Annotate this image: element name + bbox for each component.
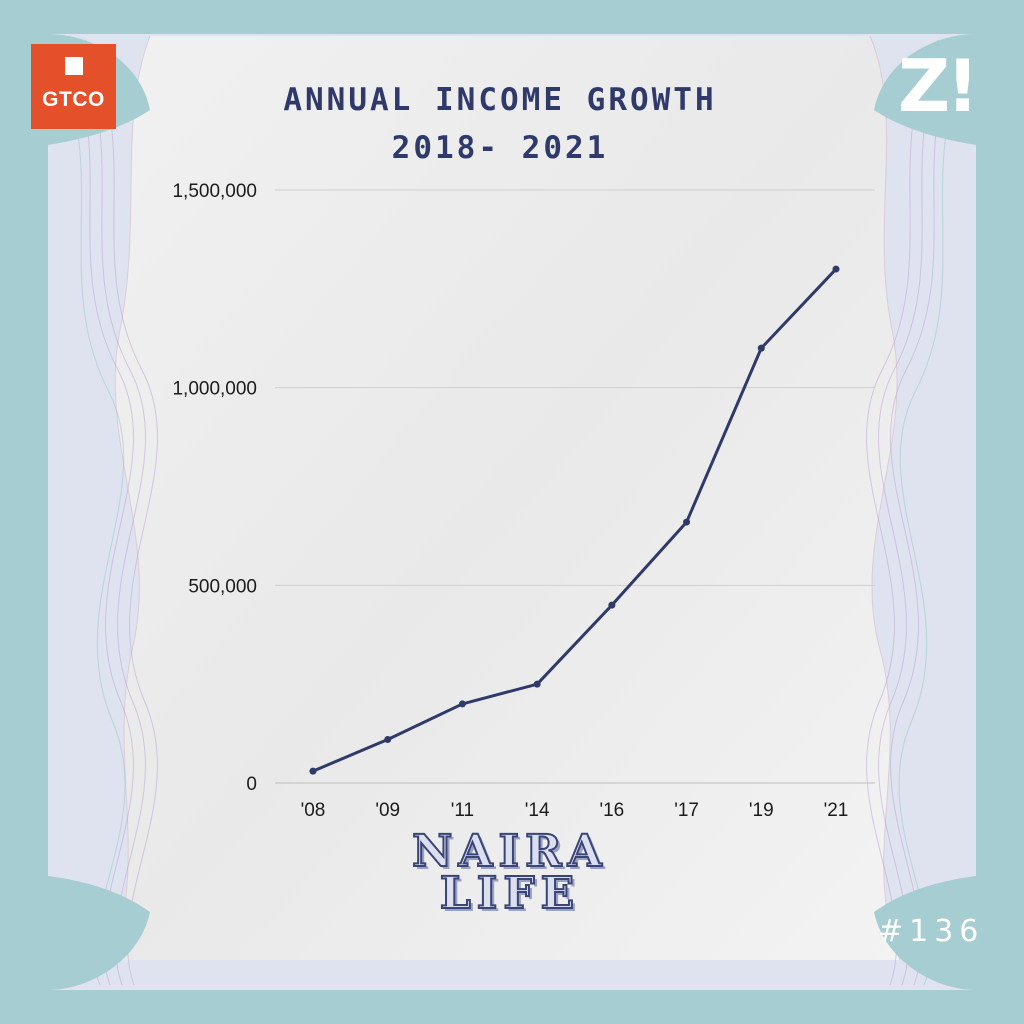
- data-point: [608, 601, 616, 609]
- data-point: [832, 265, 840, 273]
- gtco-logo-square-icon: [65, 57, 83, 75]
- y-tick-label: 1,500,000: [172, 181, 257, 202]
- series-line: [312, 268, 838, 773]
- chart-points: [309, 265, 840, 775]
- gtco-logo: GTCO: [31, 44, 116, 129]
- gtco-logo-text: GTCO: [42, 88, 105, 111]
- chart-series-line-layer: [312, 268, 838, 773]
- y-tick-label: 1,000,000: [172, 379, 257, 400]
- x-tick-label: '17: [674, 800, 699, 821]
- y-tick-label: 0: [246, 774, 257, 795]
- data-point: [384, 736, 392, 744]
- chart-title-line2: 2018- 2021: [391, 130, 609, 166]
- issue-number: #136: [878, 914, 985, 949]
- x-tick-label: '14: [525, 800, 550, 821]
- chart-x-ticks: '08 '09 '11 '14 '16 '17 '19 '21: [301, 800, 849, 821]
- naira-life-brand-line1: NAIRA: [411, 825, 608, 878]
- zikoko-logo: Z!: [898, 44, 979, 128]
- x-tick-label: '21: [824, 800, 849, 821]
- x-tick-label: '11: [451, 800, 474, 821]
- x-tick-label: '09: [375, 800, 400, 821]
- y-tick-label: 500,000: [188, 576, 257, 597]
- data-point: [683, 518, 691, 526]
- chart-y-ticks: 0 500,000 1,000,000 1,500,000: [172, 181, 257, 795]
- data-point: [757, 344, 765, 352]
- data-point: [458, 700, 466, 708]
- naira-life-brand-line2: LIFE: [439, 867, 581, 920]
- x-tick-label: '16: [599, 800, 624, 821]
- data-point: [309, 767, 317, 775]
- data-point: [533, 680, 541, 688]
- x-tick-label: '19: [749, 800, 774, 821]
- chart-title-line1: ANNUAL INCOME GROWTH: [283, 82, 717, 118]
- x-tick-label: '08: [301, 800, 326, 821]
- chart-gridlines: [275, 189, 875, 784]
